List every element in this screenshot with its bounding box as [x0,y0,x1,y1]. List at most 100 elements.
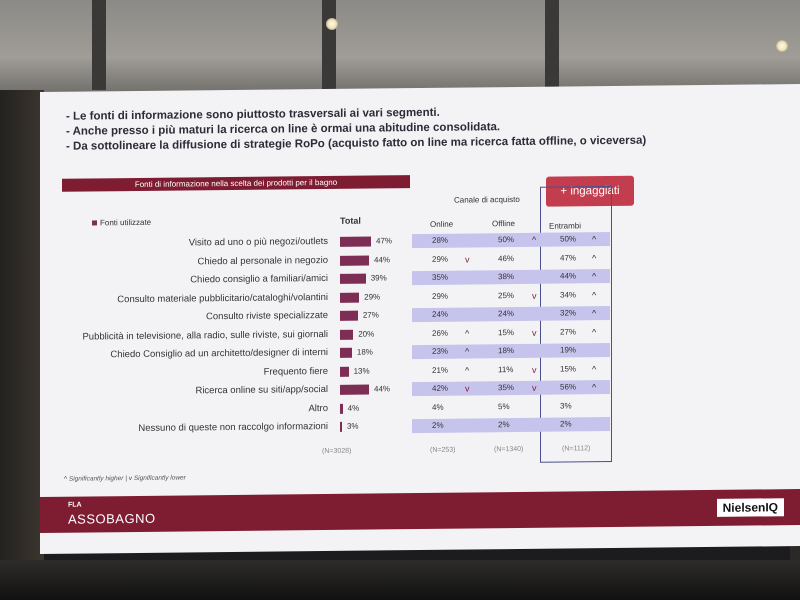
chevron-down-icon: v [465,383,470,394]
table-row: Consulto riviste specializzate 27% 24% 24% 3… [40,305,740,326]
base-online: (N=253) [430,446,456,454]
total-value: 13% [353,366,370,376]
base-total: (N=3028) [322,447,352,456]
offline-value: 11% [498,364,514,374]
footer-bar: FLA ASSOBAGNO NielsenIQ [40,489,800,533]
online-value: 29% [432,291,449,301]
row-label: Ricerca online su siti/app/social [195,383,328,397]
total-header: Total [340,215,361,226]
online-value: 21% [432,365,449,375]
table-row: Chiedo Consiglio ad un architetto/design… [40,342,740,363]
ceiling-light [326,18,338,30]
total-bar [340,366,349,377]
online-value: 2% [432,420,444,430]
chevron-down-icon: v [532,290,537,301]
table-row: Frequento fiere 13% 21% ^ 11% v 15% ^ [40,360,740,381]
offline-value: 35% [498,383,515,393]
ceiling-light [776,40,788,52]
fla-logo: FLA [68,501,82,509]
floor [0,560,800,600]
both-value: 27% [560,326,577,337]
chevron-up-icon: ^ [592,363,597,374]
table-row: Chiedo consiglio a familiari/amici 39% 35%… [40,268,740,289]
total-value: 27% [362,310,379,320]
total-bar [340,273,366,284]
online-value: 42% [432,383,449,393]
wall [0,90,44,600]
row-label: Visito ad uno o più negozi/outlets [188,235,328,249]
both-value: 2% [560,419,572,429]
chevron-up-icon: ^ [592,289,597,300]
offline-value: 15% [498,327,515,337]
table-row: Pubblicità in televisione, alla radio, s… [40,323,740,344]
row-label: Nessuno di queste non raccolgo informazi… [138,420,328,434]
chevron-down-icon: v [465,254,470,265]
chevron-up-icon: ^ [592,252,597,263]
sources-header: Fonti utilizzate [92,218,151,228]
base-both: (N=1112) [562,445,591,453]
total-bar [340,236,372,247]
both-value: 19% [560,345,577,355]
row-label: Altro [308,402,328,414]
chevron-up-icon: ^ [64,475,68,483]
chevron-down-icon: v [532,364,537,375]
offline-value: 46% [498,253,515,263]
both-value: 56% [560,382,577,392]
chevron-up-icon: ^ [592,234,597,245]
legend-lower: Significantly lower [133,474,186,483]
row-label: Chiedo consiglio a familiari/amici [190,272,328,286]
projection-screen: - Le fonti di informazione sono piuttost… [40,84,800,554]
both-value: 15% [560,363,577,374]
table-row: Ricerca online su siti/app/social 44% 42% v… [40,379,740,400]
online-header: Online [430,219,454,229]
chevron-up-icon: ^ [532,234,537,245]
channel-header: Canale di acquisto [454,194,520,205]
significance-legend: ^ Significantly higher | v Significantly… [64,474,186,482]
table-row: Chiedo al personale in negozio 44% 29% v 46%… [40,249,740,270]
total-bar [340,403,343,414]
chevron-down-icon: v [532,382,537,393]
table-row: Consulto materiale pubblicitario/catalog… [40,286,740,307]
online-value: 26% [432,328,449,338]
total-value: 20% [358,329,375,339]
offline-value: 50% [498,235,515,245]
online-value: 29% [432,254,449,264]
total-bar [340,384,370,395]
chevron-up-icon: ^ [465,365,470,376]
total-value: 44% [374,254,391,265]
row-label: Pubblicità in televisione, alla radio, s… [82,328,328,343]
chevron-up-icon: ^ [592,382,597,393]
both-value: 3% [560,400,572,411]
both-value: 44% [560,271,577,281]
ceiling [0,0,800,96]
both-value: 50% [560,234,577,244]
offline-value: 5% [498,401,510,411]
online-value: 35% [432,272,449,282]
chevron-up-icon: ^ [465,346,470,357]
table-row: Visito ad uno o più negozi/outlets 47% 28%… [40,231,740,252]
square-icon [92,220,97,226]
offline-value: 24% [498,309,515,319]
online-value: 28% [432,235,449,245]
table-row: Nessuno di queste non raccolgo informazi… [40,416,740,437]
chevron-up-icon: ^ [592,326,597,337]
total-value: 29% [364,291,381,302]
total-bar [340,421,342,432]
row-label: Chiedo Consiglio ad un architetto/design… [110,346,328,361]
offline-value: 2% [498,420,510,430]
both-header: Entrambi [549,221,582,231]
both-value: 34% [560,289,577,300]
online-value: 23% [432,346,449,356]
chevron-up-icon: ^ [592,271,597,282]
total-value: 18% [356,347,373,357]
row-label: Chiedo al personale in negozio [197,254,328,267]
offline-value: 38% [498,272,515,282]
ceiling-beam [545,0,559,90]
total-bar [340,347,352,358]
online-value: 4% [432,402,444,412]
chevron-up-icon: ^ [465,328,470,339]
sources-header-label: Fonti utilizzate [100,217,152,228]
offline-header: Offline [492,219,515,229]
table-title-banner: Fonti di informazione nella scelta dei p… [62,175,410,192]
total-bar [340,329,354,340]
